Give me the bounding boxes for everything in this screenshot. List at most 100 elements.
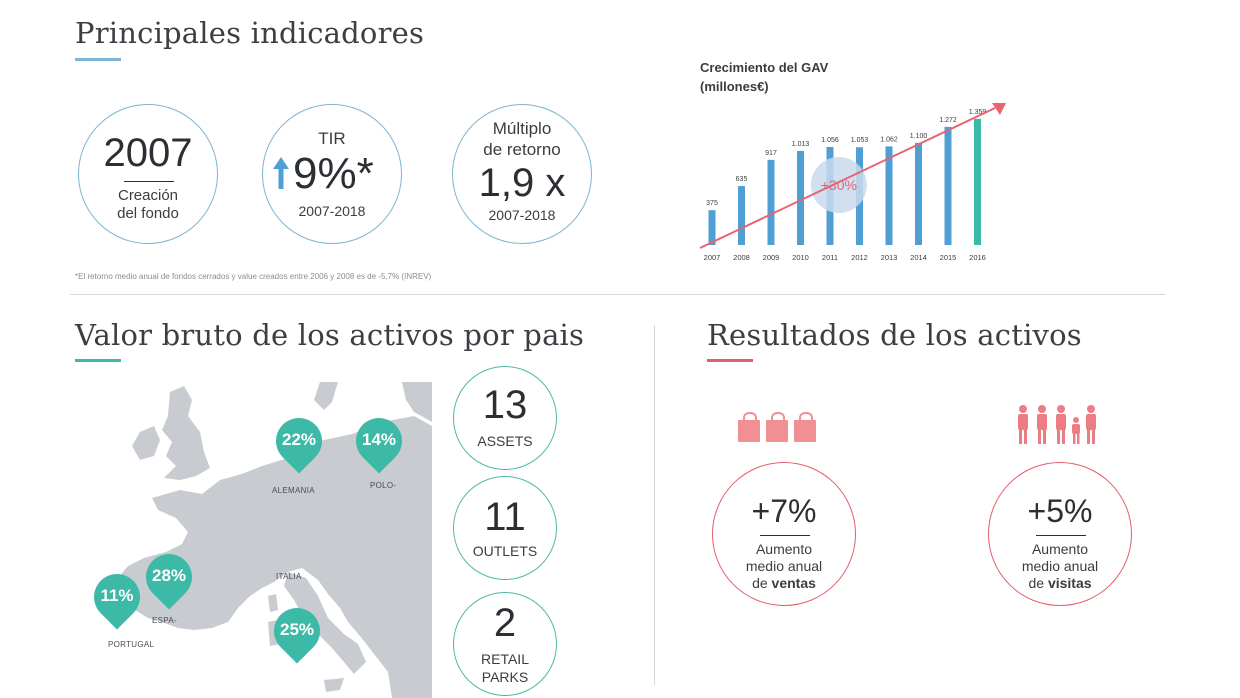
multiplo-period: 2007-2018 xyxy=(488,207,556,223)
label-polonia: POLO- xyxy=(370,481,397,490)
bar-value-label: 1.272 xyxy=(939,117,957,124)
assets-label: ASSETS xyxy=(477,433,533,449)
x-tick-label: 2014 xyxy=(910,253,927,262)
multiplo-value: 1,9 x xyxy=(478,161,566,205)
growth-arrow-line xyxy=(699,107,996,249)
tir-label: TIR xyxy=(318,129,346,148)
bar-2007 xyxy=(708,210,716,245)
chart-subtitle: (millones€) xyxy=(700,79,769,94)
creacion-year: 2007 xyxy=(103,131,193,175)
visitas-divider xyxy=(1036,535,1086,536)
tir-value: 9%* xyxy=(293,149,374,198)
label-espana: ESPA- xyxy=(152,616,177,625)
indicators-title: Principales indicadores xyxy=(75,16,425,50)
bar-2016 xyxy=(974,118,981,245)
visitas-line3-bold: visitas xyxy=(1047,575,1092,591)
resultados-title: Resultados de los activos xyxy=(707,318,1082,352)
valor-title: Valor bruto de los activos por pais xyxy=(75,318,585,352)
multiplo-line2: de retorno xyxy=(483,140,561,159)
circle-tir: TIR 9%* 2007-2018 xyxy=(262,104,402,244)
pin-portugal-pct: 11% xyxy=(100,586,134,605)
ventas-divider xyxy=(760,535,810,536)
ventas-line3: de ventas xyxy=(713,575,855,591)
tir-period: 2007-2018 xyxy=(298,203,366,219)
ventas-line3-prefix: de xyxy=(752,575,772,591)
visitas-line3: de visitas xyxy=(989,575,1131,591)
x-tick-label: 2011 xyxy=(822,253,838,262)
circle-assets: 13 ASSETS xyxy=(453,366,557,470)
pin-espana-pct: 28% xyxy=(151,566,187,585)
creacion-divider xyxy=(124,181,174,182)
gav-chart: 375 2007 635 2008 917 2009 1.013 2010 1.056 2011 1… xyxy=(699,103,1006,262)
indicators-underline xyxy=(75,58,121,61)
bar-value-label: 1.056 xyxy=(821,137,839,144)
bar-value-label: 1.359 xyxy=(969,109,987,116)
bar-2015 xyxy=(944,126,952,245)
creacion-line2: del fondo xyxy=(117,205,179,222)
x-tick-label: 2008 xyxy=(733,253,750,262)
circle-visitas: +5% Aumento medio anual de visitas xyxy=(988,462,1132,606)
outlets-count: 11 xyxy=(484,495,526,539)
circle-retail-parks: 2 RETAIL PARKS xyxy=(453,592,557,696)
bar-2008 xyxy=(738,186,745,245)
bar-value-label: 1.100 xyxy=(910,133,928,140)
x-tick-label: 2016 xyxy=(969,253,986,262)
circle-ventas: +7% Aumento medio anual de ventas xyxy=(712,462,856,606)
bar-2014 xyxy=(915,142,922,245)
x-tick-label: 2010 xyxy=(792,253,809,262)
label-portugal: PORTUGAL xyxy=(108,640,155,649)
annotation-label: +30% xyxy=(821,177,857,193)
bar-2009 xyxy=(767,159,775,245)
shopping-bag-icon xyxy=(766,412,788,442)
x-tick-label: 2007 xyxy=(704,253,721,262)
people-icon xyxy=(1018,405,1096,444)
indicators-footnote: *El retorno medio anual de fondos cerrad… xyxy=(75,272,432,281)
bar-value-label: 1.013 xyxy=(792,141,810,148)
shopping-bag-icon xyxy=(794,412,816,442)
chart-title: Crecimiento del GAV xyxy=(700,60,829,75)
section-divider xyxy=(70,294,1165,295)
pin-italia-pct: 25% xyxy=(279,620,315,639)
x-tick-label: 2009 xyxy=(763,253,780,262)
x-tick-label: 2012 xyxy=(851,253,868,262)
label-italia: ITALIA xyxy=(276,572,302,581)
creacion-line1: Creación xyxy=(117,187,179,204)
annotation-badge xyxy=(810,157,867,213)
valor-underline xyxy=(75,359,121,362)
bar-value-label: 1.053 xyxy=(851,137,869,144)
bar-value-label: 917 xyxy=(765,150,777,157)
pin-polonia-pct: 14% xyxy=(361,430,397,449)
x-tick-label: 2015 xyxy=(940,253,957,262)
ventas-line2: medio anual xyxy=(745,558,823,574)
bar-2010 xyxy=(797,150,804,245)
circle-outlets: 11 OUTLETS xyxy=(453,476,557,580)
visitas-line2: medio anual xyxy=(1021,558,1099,574)
visitas-line1: Aumento xyxy=(1031,541,1089,557)
ventas-line1: Aumento xyxy=(755,541,813,557)
x-tick-label: 2013 xyxy=(881,253,898,262)
growth-arrow-head xyxy=(992,103,1006,115)
bar-value-label: 1.062 xyxy=(880,136,898,143)
bar-value-label: 635 xyxy=(736,176,748,183)
visitas-value: +5% xyxy=(1027,493,1093,529)
label-alemania: ALEMANIA xyxy=(272,486,315,495)
shopping-bag-icon xyxy=(738,412,760,442)
ventas-value: +7% xyxy=(751,493,817,529)
circle-multiplo: Múltiplo de retorno 1,9 x 2007-2018 xyxy=(452,104,592,244)
bar-value-label: 375 xyxy=(706,200,718,207)
europe-map xyxy=(118,382,432,698)
resultados-underline xyxy=(707,359,753,362)
outlets-label: OUTLETS xyxy=(472,543,538,559)
assets-count: 13 xyxy=(482,383,528,427)
retail-label2: PARKS xyxy=(481,669,529,685)
circle-creacion: 2007 Creación del fondo xyxy=(78,104,218,244)
column-divider xyxy=(654,325,655,685)
arrow-up-icon xyxy=(271,153,291,193)
multiplo-line1: Múltiplo xyxy=(492,119,552,138)
retail-count: 2 xyxy=(493,601,517,645)
pin-alemania-pct: 22% xyxy=(281,430,317,449)
bar-2013 xyxy=(885,146,893,245)
visitas-line3-prefix: de xyxy=(1028,575,1048,591)
ventas-line3-bold: ventas xyxy=(771,575,816,591)
retail-label1: RETAIL xyxy=(481,651,529,667)
